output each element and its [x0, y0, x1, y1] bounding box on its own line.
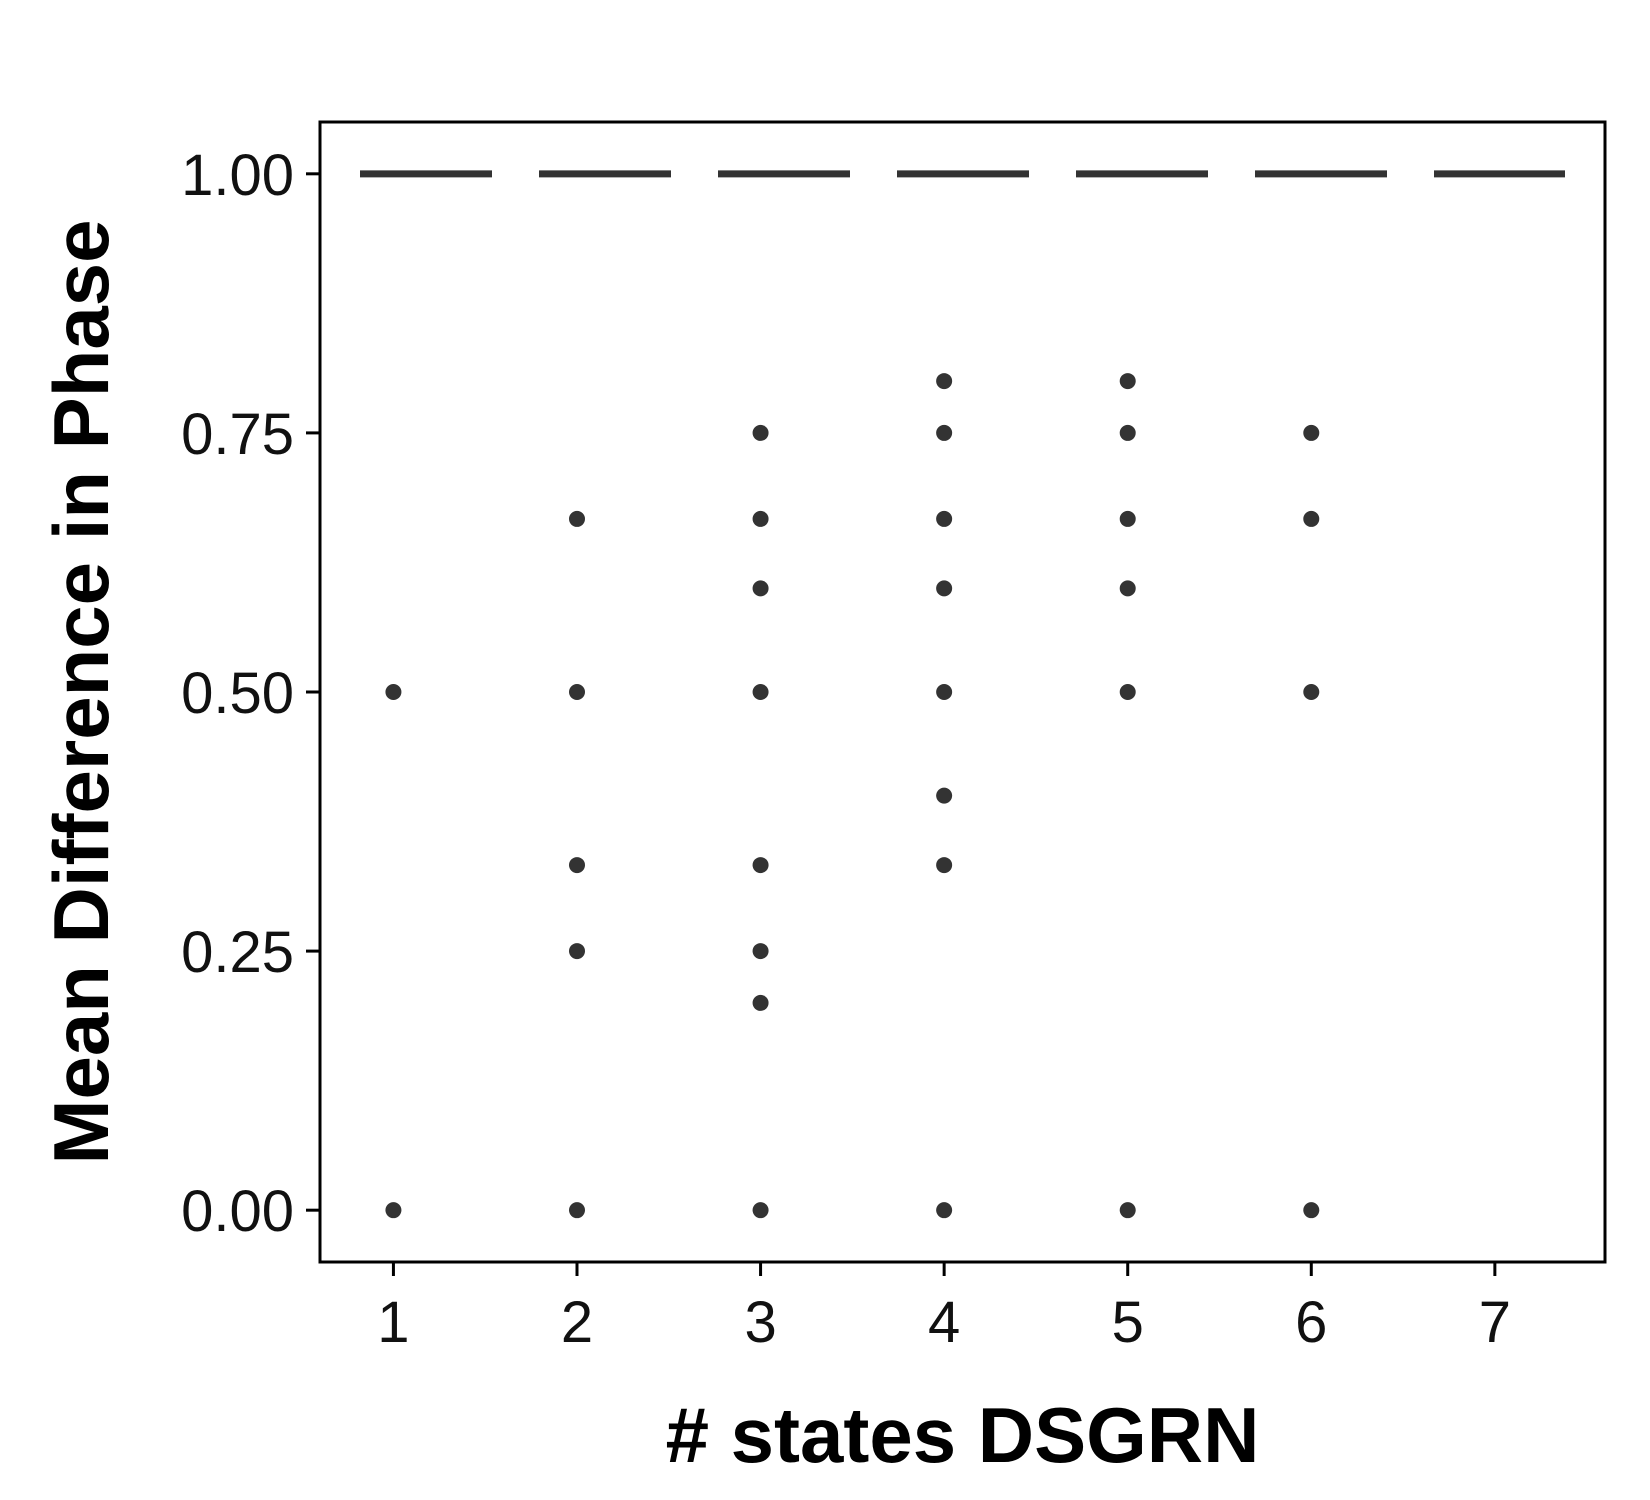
data-point [1119, 580, 1136, 597]
data-point [752, 580, 769, 597]
data-point [1119, 1202, 1136, 1219]
data-point [569, 1202, 585, 1219]
data-point [1119, 684, 1136, 700]
y-tick-label: 0.50 [181, 661, 294, 726]
y-axis: 0.00 0.25 0.50 0.75 1.00 [181, 143, 320, 1244]
data-point [936, 373, 953, 390]
y-tick-label: 0.75 [181, 402, 294, 467]
data-point [936, 1202, 953, 1219]
x-axis-title: # states DSGRN [666, 1391, 1260, 1479]
y-tick-label: 1.00 [181, 143, 294, 208]
data-point [936, 684, 953, 700]
data-point [569, 857, 585, 874]
data-point [1303, 510, 1320, 527]
data-point [385, 1202, 402, 1219]
data-point [1303, 1202, 1320, 1219]
data-point [1119, 510, 1136, 527]
data-point [1119, 373, 1136, 390]
y-tick-label: 0.00 [181, 1179, 294, 1244]
x-tick-label: 3 [744, 1290, 776, 1355]
data-point [752, 857, 769, 874]
x-tick-label: 2 [561, 1290, 593, 1355]
x-tick-label: 4 [928, 1290, 960, 1355]
data-point [936, 424, 953, 441]
points-layer [385, 373, 1320, 1219]
data-point [936, 580, 953, 597]
data-point [569, 510, 585, 527]
data-point [936, 857, 953, 874]
data-point [752, 994, 769, 1011]
x-tick-label: 1 [377, 1290, 409, 1355]
data-point [752, 1202, 769, 1219]
y-axis-title: Mean Difference in Phase [37, 220, 125, 1165]
data-point [752, 510, 769, 527]
x-tick-label: 5 [1112, 1290, 1144, 1355]
data-point [752, 684, 769, 700]
data-point [1303, 424, 1320, 441]
data-point [569, 943, 585, 960]
x-tick-label: 6 [1295, 1290, 1327, 1355]
data-point [1119, 424, 1136, 441]
data-point [1303, 684, 1320, 700]
data-point [936, 787, 953, 804]
data-point [385, 684, 402, 700]
y-tick-label: 0.25 [181, 920, 294, 985]
data-point [752, 424, 769, 441]
x-tick-label: 7 [1479, 1290, 1511, 1355]
data-point [569, 684, 585, 700]
data-point [936, 510, 953, 527]
x-axis: 1 2 3 4 5 6 7 [377, 1262, 1511, 1355]
data-point [752, 943, 769, 960]
